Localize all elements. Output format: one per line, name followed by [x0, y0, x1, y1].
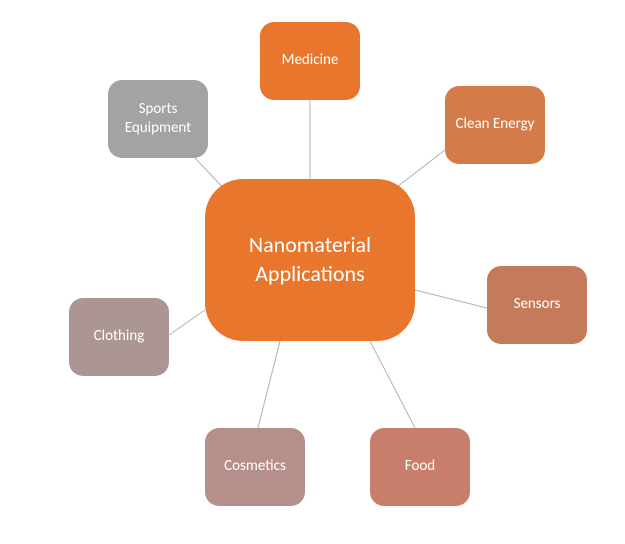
outer-label-sensors: Sensors: [514, 295, 561, 315]
outer-node-clean: Clean Energy: [445, 86, 545, 164]
outer-label-clothing: Clothing: [94, 327, 145, 347]
center-node: Nanomaterial Applications: [205, 179, 415, 341]
edge-line: [169, 310, 205, 335]
outer-node-sensors: Sensors: [487, 266, 587, 344]
outer-node-medicine: Medicine: [260, 22, 360, 100]
center-label: Nanomaterial Applications: [205, 231, 415, 288]
edge-line: [415, 290, 487, 308]
outer-label-cosmetics: Cosmetics: [224, 457, 286, 477]
edge-line: [370, 341, 415, 428]
outer-label-sports: Sports Equipment: [108, 100, 208, 139]
outer-label-food: Food: [405, 457, 435, 477]
outer-node-clothing: Clothing: [69, 298, 169, 376]
edge-line: [258, 341, 280, 428]
outer-node-sports: Sports Equipment: [108, 80, 208, 158]
outer-node-food: Food: [370, 428, 470, 506]
outer-label-clean: Clean Energy: [456, 115, 535, 135]
outer-node-cosmetics: Cosmetics: [205, 428, 305, 506]
outer-label-medicine: Medicine: [282, 51, 339, 71]
